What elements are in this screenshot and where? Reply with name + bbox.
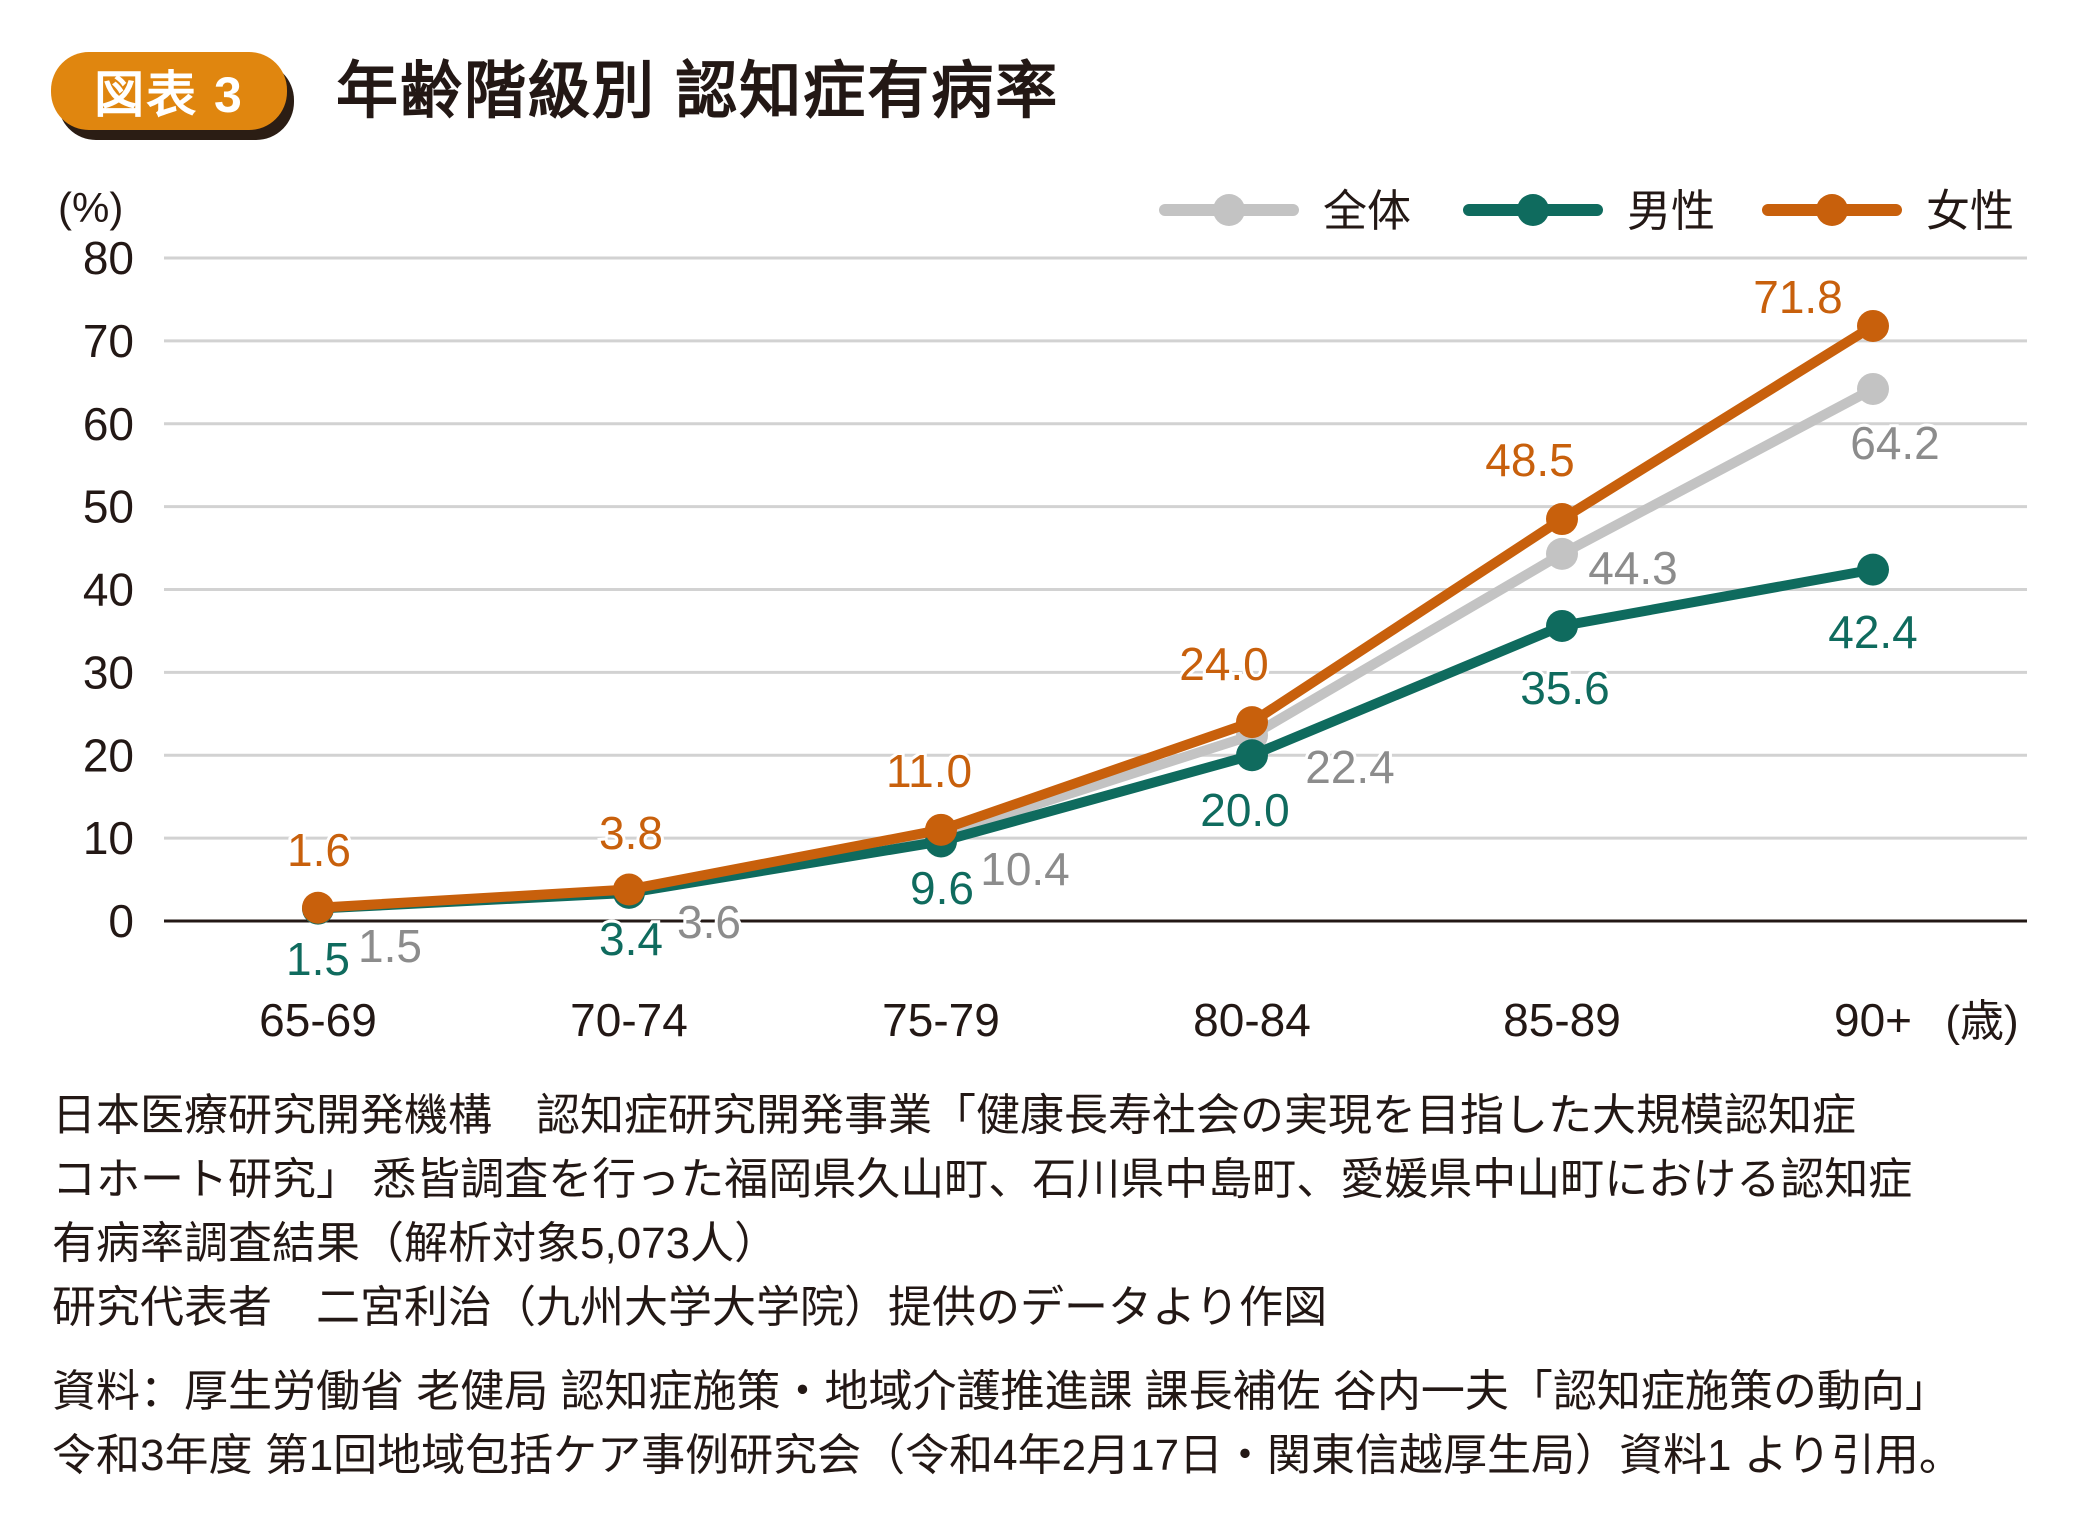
source-line: 令和3年度 第1回地域包括ケア事例研究会（令和4年2月17日・関東信越厚生局）資… xyxy=(52,1431,1963,1480)
x-tick-label: 75-79 xyxy=(882,994,1000,1046)
data-label: 22.4 xyxy=(1305,741,1395,793)
source-line: 資料：厚生労働省 老健局 認知症施策・地域介護推進課 課長補佐 谷内一夫「認知症… xyxy=(52,1367,1949,1416)
series-line-2 xyxy=(317,321,1876,913)
y-tick-label: 80 xyxy=(83,232,134,284)
x-tick-label: 90+ xyxy=(1834,994,1912,1046)
y-tick-label: 70 xyxy=(83,315,134,367)
line-chart: 0 10 20 30 40 50 60 70 80(%) 65-69 70-74 75-79 80-84… xyxy=(58,184,2027,1046)
x-tick-label: 70-74 xyxy=(570,994,688,1046)
data-point xyxy=(302,891,334,924)
data-label: 3.4 xyxy=(599,913,663,965)
data-point xyxy=(1857,309,1889,342)
legend-label: 男性 xyxy=(1627,187,1715,236)
data-label: 1.6 xyxy=(287,824,351,876)
data-label: 44.3 xyxy=(1588,542,1678,594)
y-tick-label: 30 xyxy=(83,646,134,698)
data-label: 20.0 xyxy=(1200,784,1290,836)
series-line-1 xyxy=(317,564,1874,914)
data-label: 42.4 xyxy=(1828,606,1918,658)
note-line: 日本医療研究開発機構 認知症研究開発事業「健康長寿社会の実現を目指した大規模認知… xyxy=(52,1091,1856,1140)
footnotes: 日本医療研究開発機構 認知症研究開発事業「健康長寿社会の実現を目指した大規模認知… xyxy=(52,1084,2062,1488)
data-point xyxy=(1236,739,1268,772)
y-tick-label: 20 xyxy=(83,729,134,781)
data-label: 24.0 xyxy=(1179,638,1269,690)
legend-marker-1 xyxy=(1517,194,1549,226)
data-point xyxy=(613,873,645,906)
data-point xyxy=(1236,706,1268,739)
y-tick-label: 40 xyxy=(83,564,134,616)
x-axis-unit: (歳) xyxy=(1945,997,2018,1046)
legend-marker-2 xyxy=(1816,194,1848,226)
note-line: 有病率調査結果（解析対象5,073人） xyxy=(52,1219,779,1268)
y-axis-unit: (%) xyxy=(58,184,123,231)
data-point xyxy=(1857,553,1889,586)
data-point xyxy=(1546,503,1578,536)
data-label: 10.4 xyxy=(980,843,1070,895)
data-point xyxy=(925,813,957,846)
data-label: 3.8 xyxy=(599,807,663,859)
data-label: 1.5 xyxy=(358,920,422,972)
data-label: 48.5 xyxy=(1485,434,1575,486)
data-point xyxy=(1546,537,1578,570)
chart-title: 年齢階級別 認知症有病率 xyxy=(336,57,1060,126)
data-label: 11.0 xyxy=(886,745,972,797)
data-label: 35.6 xyxy=(1520,662,1610,714)
data-point xyxy=(1857,372,1889,405)
y-tick-label: 50 xyxy=(83,481,134,533)
y-tick-label: 60 xyxy=(83,398,134,450)
figure-badge: 図表 3 xyxy=(51,52,287,130)
legend-marker-0 xyxy=(1213,194,1245,226)
x-tick-label: 85-89 xyxy=(1503,994,1621,1046)
x-tick-label: 80-84 xyxy=(1193,994,1311,1046)
note-line: コホート研究」 悉皆調査を行った福岡県久山町、石川県中島町、愛媛県中山町における… xyxy=(52,1155,1913,1204)
note-line: 研究代表者 二宮利治（九州大学大学院）提供のデータより作図 xyxy=(52,1283,1328,1332)
data-label: 3.6 xyxy=(677,896,741,948)
data-label: 1.5 xyxy=(286,933,350,985)
x-tick-label: 65-69 xyxy=(259,994,377,1046)
legend-label: 全体 xyxy=(1323,187,1411,236)
legend-label: 女性 xyxy=(1926,187,2014,236)
y-tick-label: 0 xyxy=(108,895,134,947)
data-label: 9.6 xyxy=(910,862,974,914)
data-point xyxy=(1546,609,1578,642)
y-tick-label: 10 xyxy=(83,812,134,864)
data-label: 71.8 xyxy=(1753,271,1843,323)
data-label: 64.2 xyxy=(1850,417,1940,469)
